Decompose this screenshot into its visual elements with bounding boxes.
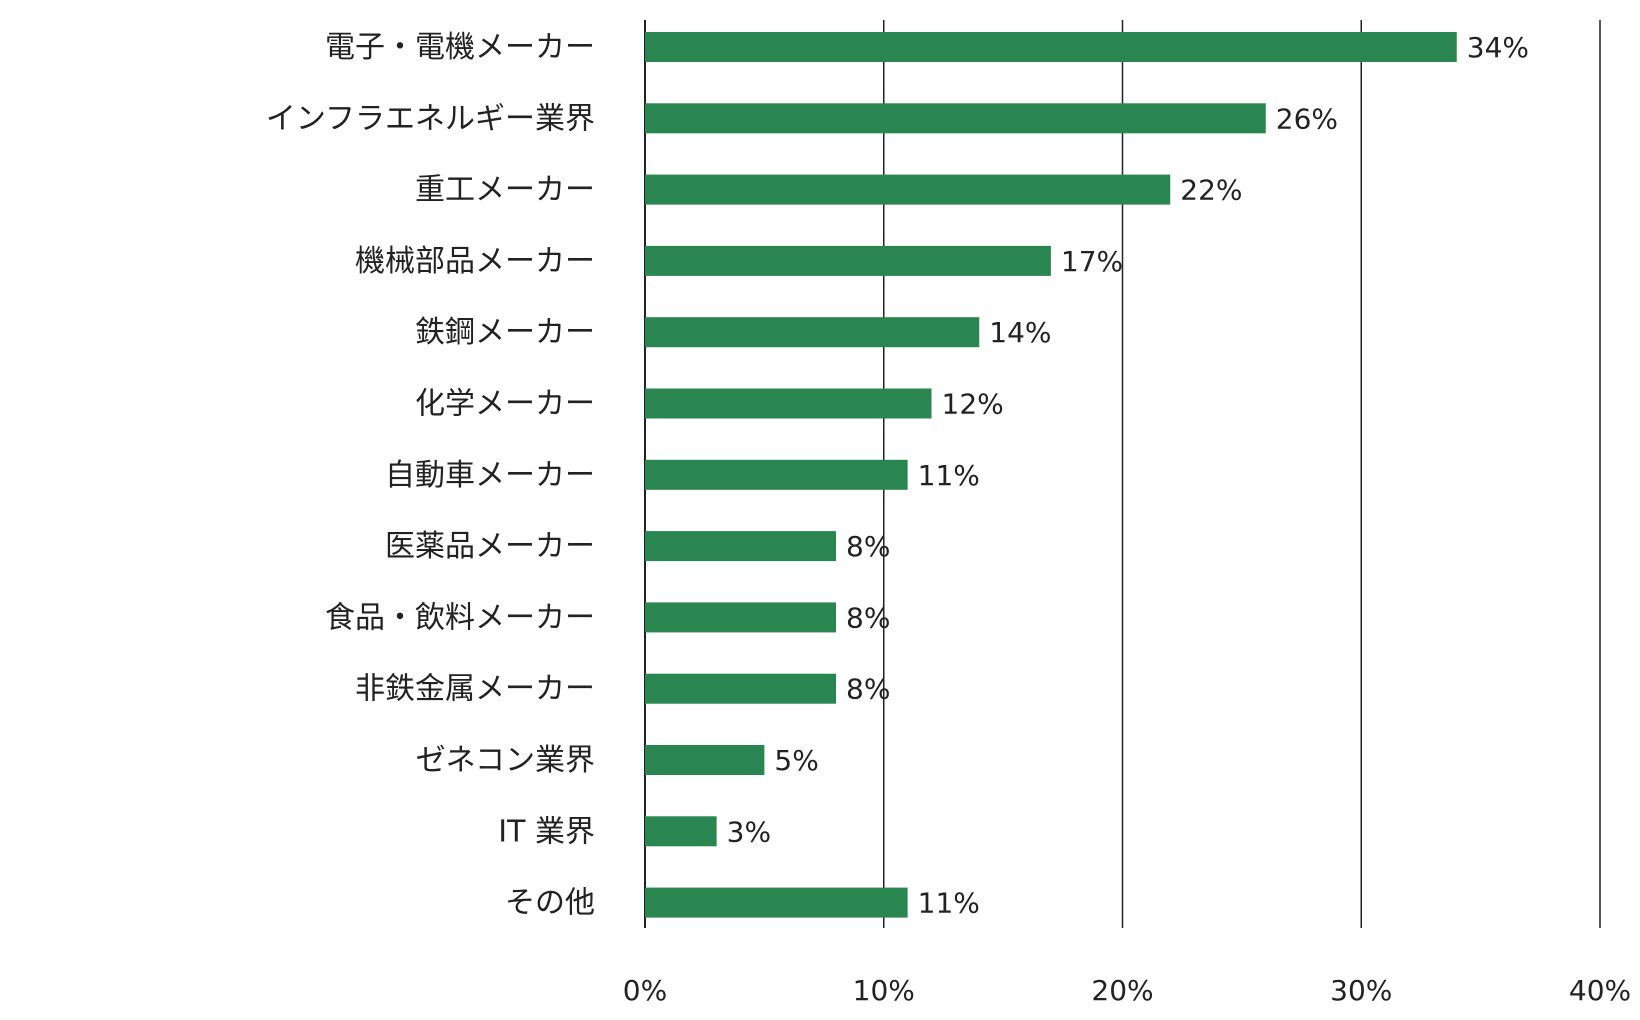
bar — [645, 531, 836, 562]
value-label: 26% — [1276, 102, 1338, 135]
bar — [645, 745, 765, 775]
value-label: 8% — [846, 601, 890, 634]
category-label: 医薬品メーカー — [385, 529, 595, 564]
category-label: 機械部品メーカー — [355, 244, 595, 279]
category-labels: 電子・電機メーカーインフラエネルギー業界重工メーカー機械部品メーカー鉄鋼メーカー… — [266, 30, 595, 921]
bar — [645, 673, 836, 704]
value-label: 11% — [918, 459, 980, 492]
value-labels: 34% 26% 22% 17% 14% 12% 11% 8% 8% 8% 5% 3% 11% — [727, 31, 1529, 920]
value-label: 14% — [989, 316, 1051, 349]
category-label: その他 — [505, 886, 595, 921]
bars — [645, 32, 1457, 918]
value-label: 12% — [942, 388, 1004, 421]
category-label: 鉄鋼メーカー — [415, 315, 595, 350]
bar — [645, 887, 908, 918]
bar — [645, 816, 717, 847]
x-axis-tick-labels: 0% 10% 20% 30% 40% — [623, 974, 1631, 1007]
value-label: 11% — [918, 887, 980, 920]
value-label: 17% — [1061, 245, 1123, 278]
value-label: 34% — [1467, 31, 1529, 64]
x-tick-label: 40% — [1569, 974, 1631, 1007]
category-label: 重工メーカー — [415, 173, 595, 208]
bar — [645, 602, 836, 633]
value-label: 3% — [727, 815, 771, 848]
category-label: 食品・飲料メーカー — [325, 600, 595, 635]
value-label: 22% — [1180, 174, 1242, 207]
category-label: IT 業界 — [498, 814, 595, 849]
category-label: 非鉄金属メーカー — [355, 672, 595, 707]
value-label: 5% — [774, 744, 818, 777]
bar — [645, 459, 908, 490]
bar — [645, 388, 932, 419]
bar — [645, 103, 1266, 134]
x-tick-label: 30% — [1330, 974, 1392, 1007]
category-label: 自動車メーカー — [385, 458, 595, 493]
category-label: インフラエネルギー業界 — [266, 101, 595, 136]
x-tick-label: 20% — [1091, 974, 1153, 1007]
category-label: 化学メーカー — [415, 387, 595, 422]
bar — [645, 174, 1171, 205]
x-tick-label: 10% — [853, 974, 915, 1007]
value-label: 8% — [846, 530, 890, 563]
x-tick-label: 0% — [623, 974, 667, 1007]
bar — [645, 32, 1457, 62]
category-label: 電子・電機メーカー — [325, 30, 595, 65]
category-label: ゼネコン業界 — [416, 743, 595, 778]
bar — [645, 245, 1051, 276]
value-label: 8% — [846, 673, 890, 706]
bar — [645, 317, 980, 348]
